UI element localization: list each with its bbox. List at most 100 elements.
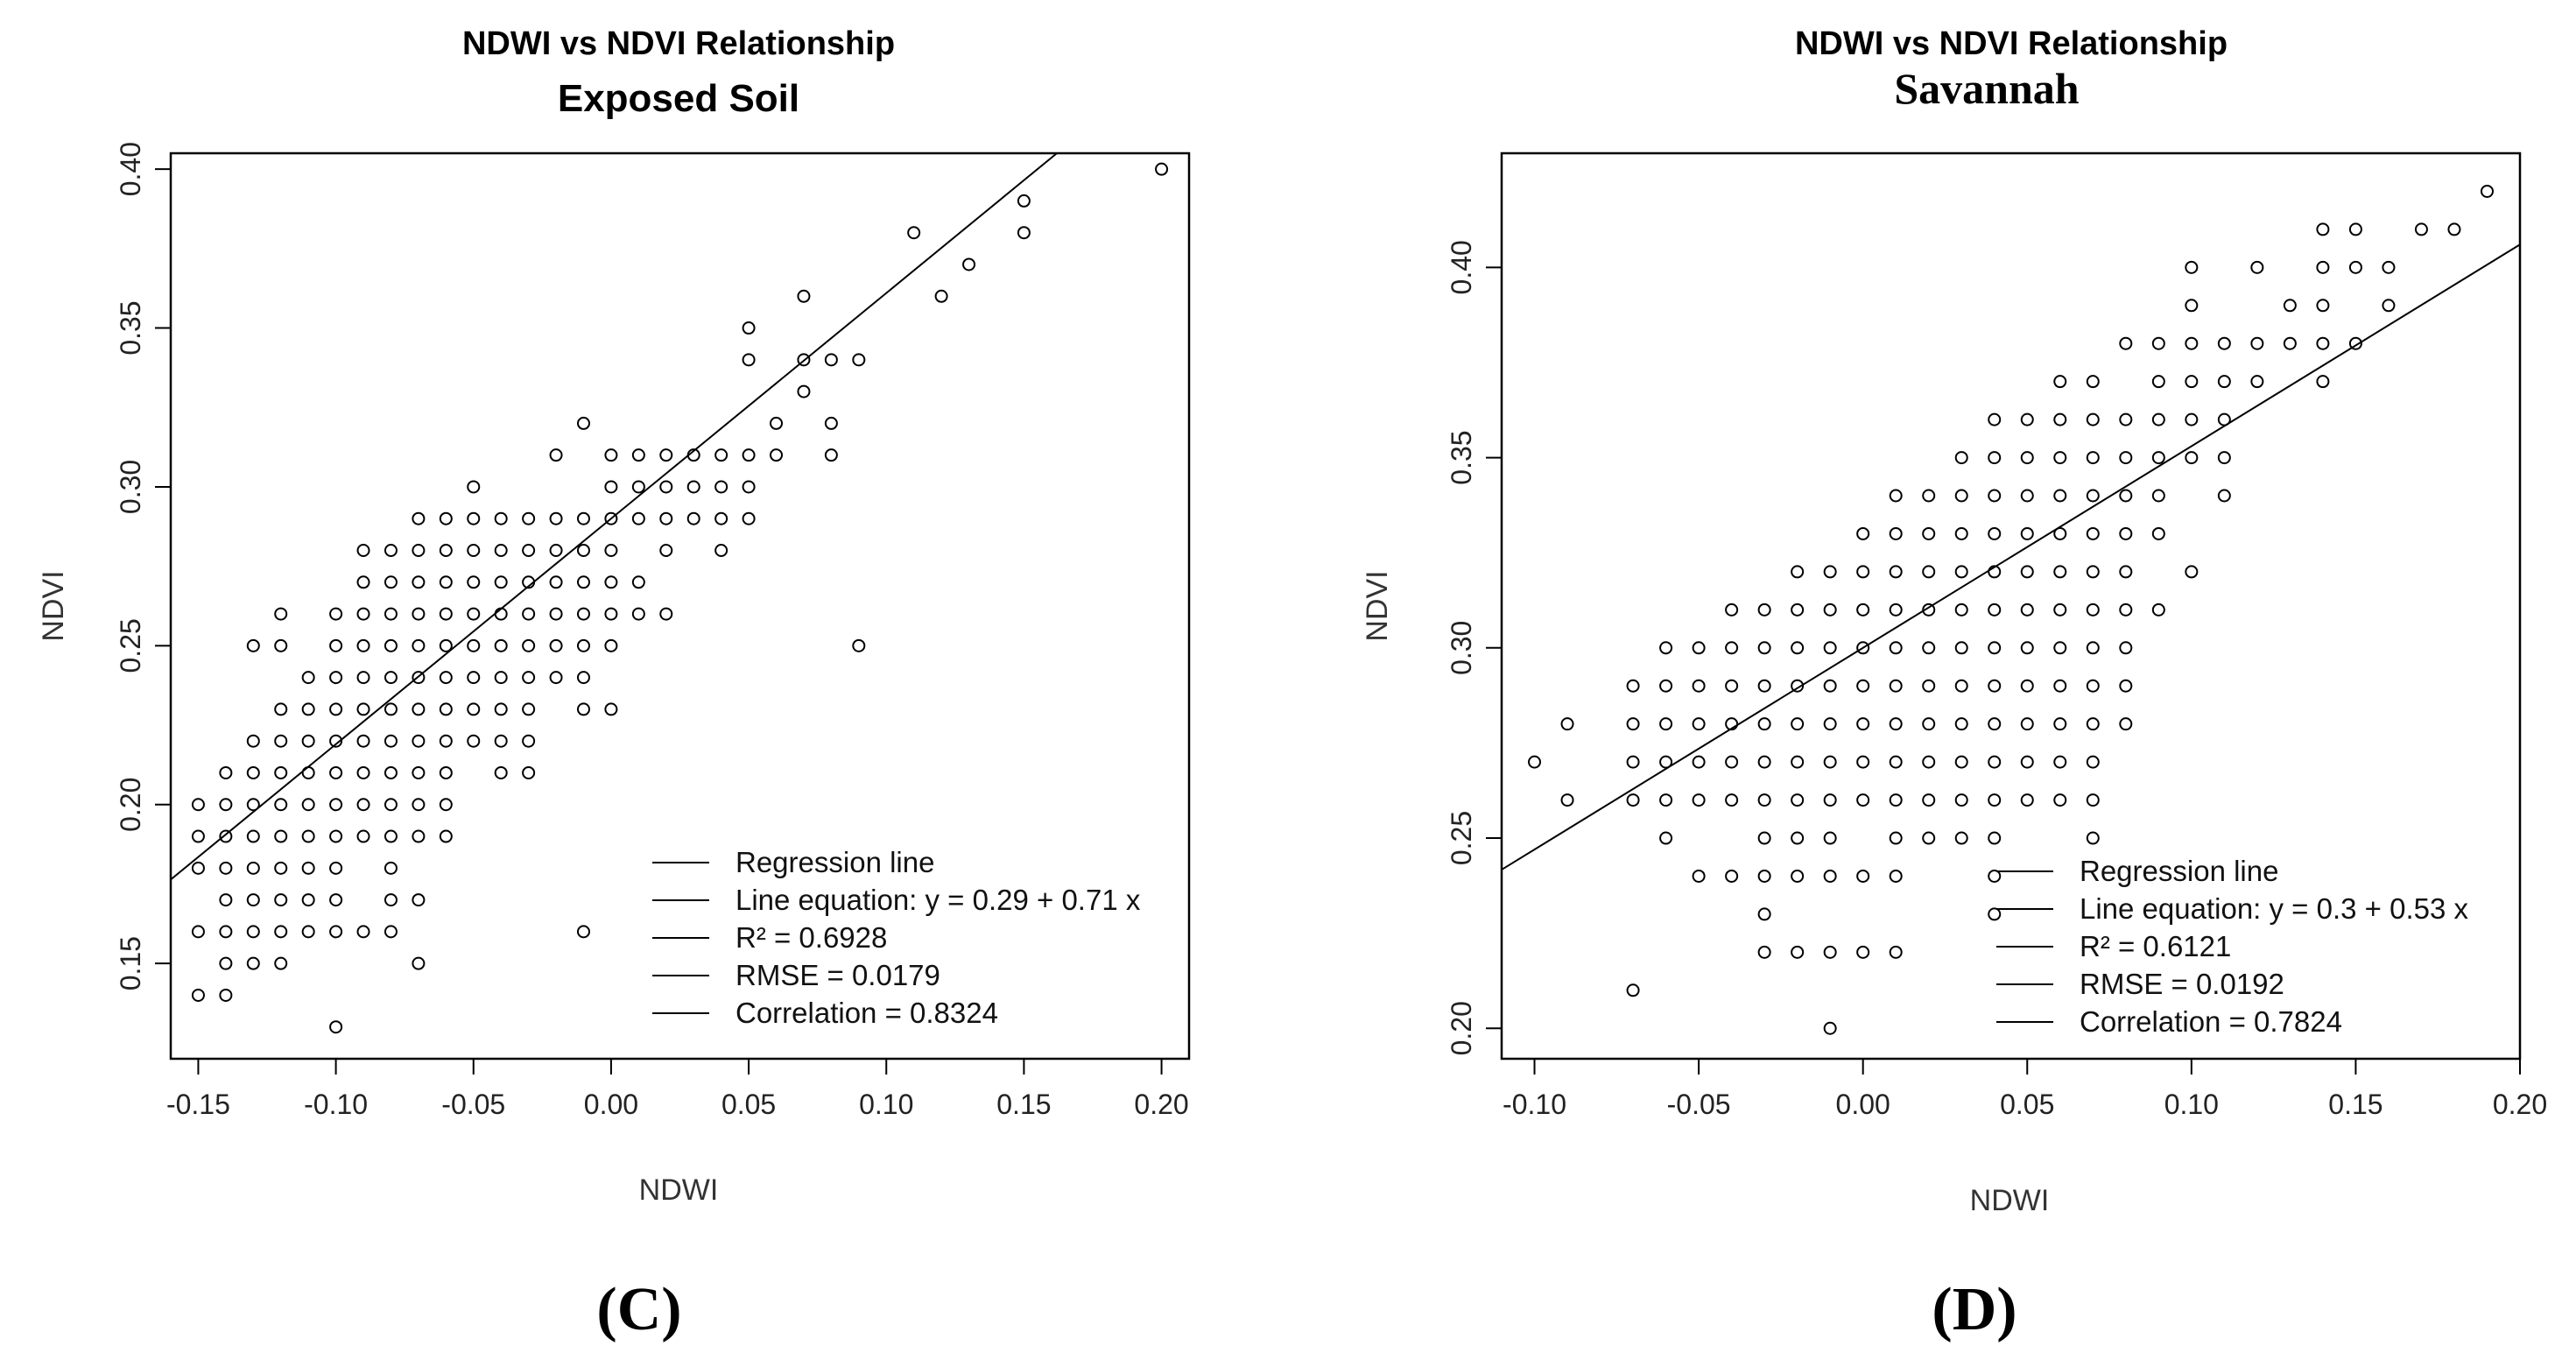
data-point (467, 702, 481, 716)
data-point (1988, 831, 2002, 845)
data-point (329, 829, 343, 843)
data-point (576, 544, 590, 558)
scatter-points (1528, 184, 2494, 1035)
data-point (2086, 412, 2100, 426)
data-point (1757, 641, 1771, 655)
data-point (2348, 222, 2362, 236)
panel-label: (D) (1932, 1276, 2016, 1343)
data-point (1954, 641, 1968, 655)
data-point (604, 448, 618, 462)
data-point (329, 734, 343, 748)
data-point (2020, 412, 2034, 426)
data-point (2316, 375, 2330, 389)
data-point (2119, 679, 2133, 693)
data-point (2480, 184, 2494, 198)
data-point (522, 702, 536, 716)
x-tick-label: -0.05 (1667, 1089, 1731, 1120)
data-point (274, 734, 288, 748)
data-point (384, 765, 398, 779)
x-tick-label: 0.10 (2164, 1089, 2219, 1120)
data-point (301, 765, 315, 779)
data-point (1659, 793, 1673, 807)
data-point (1988, 717, 2002, 731)
data-point (1922, 526, 1936, 540)
data-point (329, 861, 343, 875)
chart-panel-savannah: NDWI vs NDVI Relationship Savannah NDWI … (1361, 25, 2547, 1343)
data-point (2053, 755, 2067, 769)
data-point (2053, 526, 2067, 540)
legend-entry: Line equation: y = 0.29 + 0.71 x (735, 884, 1141, 916)
legend-entry: Regression line (2080, 855, 2278, 887)
data-point (1954, 793, 1968, 807)
data-point (301, 893, 315, 907)
data-point (2086, 526, 2100, 540)
data-point (631, 575, 645, 589)
data-point (604, 480, 618, 494)
data-point (329, 798, 343, 812)
data-point (301, 734, 315, 748)
data-point (1889, 869, 1903, 883)
data-point (274, 702, 288, 716)
data-point (1757, 793, 1771, 807)
data-point (2086, 793, 2100, 807)
data-point (1988, 603, 2002, 617)
data-point (1659, 641, 1673, 655)
data-point (439, 702, 453, 716)
data-point (1954, 489, 1968, 503)
data-point (2185, 375, 2199, 389)
data-point (1954, 451, 1968, 465)
chart-subtitle: Savannah (1894, 64, 2079, 113)
data-point (274, 638, 288, 652)
data-point (1856, 641, 1870, 655)
data-point (356, 702, 370, 716)
data-point (219, 861, 233, 875)
data-point (742, 511, 756, 525)
data-point (714, 544, 728, 558)
data-point (576, 416, 590, 430)
data-point (2250, 260, 2264, 274)
data-point (2250, 336, 2264, 350)
data-point (1988, 412, 2002, 426)
data-point (494, 575, 508, 589)
data-point (494, 671, 508, 685)
data-point (2119, 451, 2133, 465)
data-point (604, 702, 618, 716)
data-point (824, 448, 838, 462)
data-point (384, 671, 398, 685)
data-point (1692, 641, 1706, 655)
data-point (1856, 679, 1870, 693)
x-tick-label: 0.10 (859, 1089, 913, 1120)
data-point (494, 544, 508, 558)
data-point (191, 798, 205, 812)
data-point (329, 1020, 343, 1034)
data-point (412, 798, 426, 812)
data-point (522, 511, 536, 525)
data-point (686, 511, 700, 525)
data-point (2217, 375, 2231, 389)
data-point (329, 765, 343, 779)
data-point (770, 448, 784, 462)
data-point (439, 765, 453, 779)
data-point (797, 384, 811, 398)
data-point (714, 480, 728, 494)
data-point (1889, 831, 1903, 845)
plot-frame (1500, 152, 2522, 1061)
data-point (604, 607, 618, 621)
data-point (1954, 717, 1968, 731)
data-point (246, 638, 260, 652)
data-point (356, 607, 370, 621)
data-point (1725, 603, 1739, 617)
data-point (549, 448, 563, 462)
data-point (1988, 869, 2002, 883)
data-point (1856, 793, 1870, 807)
data-point (356, 544, 370, 558)
data-point (2020, 526, 2034, 540)
data-point (1954, 526, 1968, 540)
data-point (1889, 603, 1903, 617)
data-point (301, 702, 315, 716)
data-point (576, 671, 590, 685)
y-tick-label: 0.40 (1446, 240, 1477, 294)
data-point (2151, 336, 2165, 350)
data-point (522, 544, 536, 558)
